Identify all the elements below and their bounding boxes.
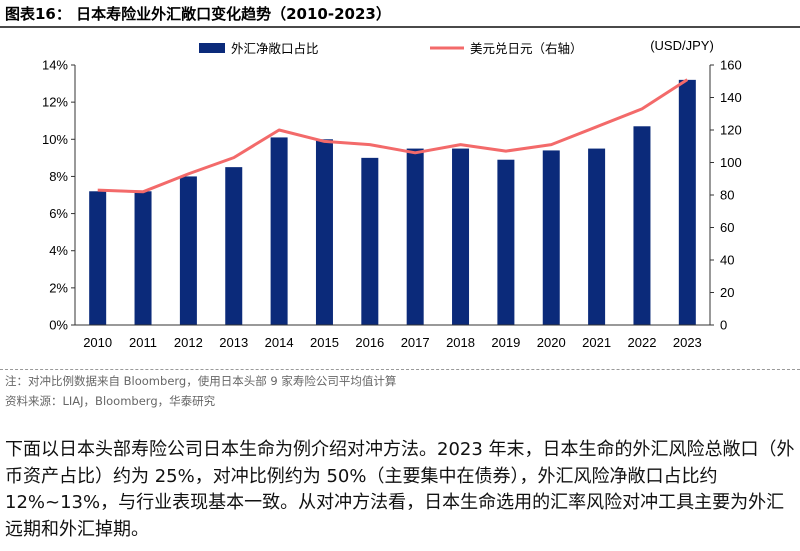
legend: 外汇净敞口占比 美元兑日元（右轴） bbox=[199, 41, 583, 56]
x-tick-label: 2023 bbox=[673, 335, 702, 350]
bar bbox=[678, 79, 696, 325]
left-tick-label: 14% bbox=[42, 58, 68, 73]
bar bbox=[542, 150, 560, 325]
title-rule bbox=[0, 26, 800, 28]
right-axis-label: (USD/JPY) bbox=[650, 38, 714, 53]
bar bbox=[497, 159, 515, 325]
left-tick-label: 8% bbox=[49, 169, 68, 184]
legend-label-bar: 外汇净敞口占比 bbox=[231, 41, 319, 56]
left-tick-label: 2% bbox=[49, 280, 68, 295]
x-tick-label: 2011 bbox=[129, 335, 157, 350]
left-tick-label: 6% bbox=[49, 206, 68, 221]
x-axis: 2010 2011 2012 2013 2014 2015 2016 2017 2018 2019… bbox=[75, 324, 710, 350]
x-tick-label: 2017 bbox=[401, 335, 430, 350]
x-tick-label: 2021 bbox=[582, 335, 611, 350]
line-series-path bbox=[97, 78, 689, 194]
body-paragraph: 下面以日本头部寿险公司日本生命为例介绍对冲方法。2023 年末，日本生命的外汇风… bbox=[5, 439, 795, 540]
line-series bbox=[97, 78, 689, 194]
bar bbox=[315, 139, 333, 325]
chart-note: 注：对冲比例数据来自 Bloomberg，使用日本头部 9 家寿险公司平均值计算 bbox=[5, 374, 397, 388]
x-tick-label: 2018 bbox=[446, 335, 475, 350]
x-tick-label: 2022 bbox=[628, 335, 657, 350]
bar bbox=[452, 148, 470, 325]
x-tick-label: 2015 bbox=[310, 335, 339, 350]
right-tick-label: 20 bbox=[720, 285, 734, 300]
x-tick-label: 2020 bbox=[537, 335, 566, 350]
bar bbox=[134, 191, 152, 325]
x-tick-label: 2016 bbox=[355, 335, 384, 350]
legend-swatch-bar bbox=[199, 43, 225, 53]
figure-title: 图表16： 日本寿险业外汇敞口变化趋势（2010-2023） bbox=[5, 5, 391, 23]
right-axis: 0 20 40 60 80 100 120 140 160 bbox=[709, 58, 742, 333]
chart: 0% 2% 4% 6% 8% 10% 12% 14% 0 20 40 60 80 100 120 140 16… bbox=[42, 38, 742, 350]
bar-series bbox=[89, 79, 696, 326]
bar bbox=[179, 176, 197, 325]
bar bbox=[225, 167, 243, 325]
left-axis: 0% 2% 4% 6% 8% 10% 12% 14% bbox=[42, 58, 76, 333]
right-tick-label: 120 bbox=[720, 123, 742, 138]
left-tick-label: 12% bbox=[42, 95, 68, 110]
bar bbox=[588, 148, 606, 325]
x-tick-label: 2014 bbox=[265, 335, 294, 350]
right-tick-label: 160 bbox=[720, 58, 742, 73]
x-tick-label: 2013 bbox=[219, 335, 248, 350]
x-tick-label: 2012 bbox=[174, 335, 203, 350]
right-tick-label: 40 bbox=[720, 253, 734, 268]
chart-source: 资料来源：LIAJ，Bloomberg，华泰研究 bbox=[5, 394, 216, 408]
right-tick-label: 0 bbox=[720, 318, 727, 333]
x-tick-label: 2010 bbox=[83, 335, 112, 350]
right-tick-label: 140 bbox=[720, 90, 742, 105]
legend-label-line: 美元兑日元（右轴） bbox=[470, 41, 583, 56]
right-tick-label: 80 bbox=[720, 188, 734, 203]
right-tick-label: 100 bbox=[720, 155, 742, 170]
bar bbox=[406, 148, 424, 325]
left-tick-label: 10% bbox=[42, 132, 68, 147]
bar bbox=[361, 157, 379, 325]
left-tick-label: 4% bbox=[49, 243, 68, 258]
bar bbox=[633, 126, 651, 326]
bar bbox=[89, 191, 107, 325]
divider bbox=[0, 369, 800, 370]
left-tick-label: 0% bbox=[49, 318, 68, 333]
bar bbox=[270, 137, 288, 325]
x-tick-label: 2019 bbox=[491, 335, 520, 350]
right-tick-label: 60 bbox=[720, 220, 734, 235]
